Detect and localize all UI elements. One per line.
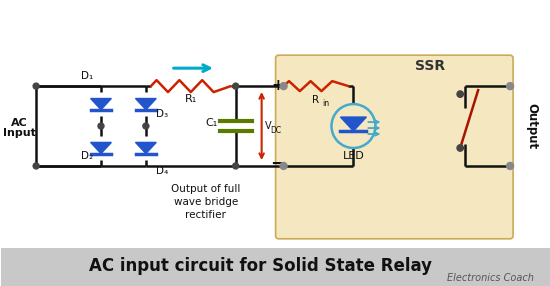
Text: in: in: [322, 99, 329, 108]
Polygon shape: [135, 142, 156, 154]
Text: wave bridge: wave bridge: [174, 197, 238, 207]
Polygon shape: [91, 142, 111, 154]
Circle shape: [98, 123, 104, 129]
Text: D₃: D₃: [156, 109, 168, 119]
Circle shape: [457, 145, 464, 151]
Text: LED: LED: [343, 151, 364, 161]
Circle shape: [33, 83, 39, 89]
Polygon shape: [340, 117, 366, 131]
Circle shape: [280, 162, 287, 169]
Polygon shape: [91, 98, 111, 110]
Circle shape: [280, 83, 287, 90]
Circle shape: [33, 163, 39, 169]
Circle shape: [233, 163, 239, 169]
Circle shape: [507, 162, 514, 169]
Polygon shape: [135, 98, 156, 110]
Text: V: V: [265, 121, 271, 131]
Text: D₁: D₁: [81, 71, 93, 81]
Circle shape: [507, 83, 514, 90]
Text: D₂: D₂: [81, 151, 93, 161]
Text: Electronics Coach: Electronics Coach: [447, 273, 534, 283]
Text: −: −: [270, 155, 285, 173]
Circle shape: [143, 123, 149, 129]
Text: Output: Output: [526, 103, 538, 149]
Circle shape: [233, 83, 239, 89]
Text: AC input circuit for Solid State Relay: AC input circuit for Solid State Relay: [89, 257, 432, 275]
Text: +: +: [271, 78, 284, 93]
Text: DC: DC: [271, 126, 282, 134]
Text: R₁: R₁: [185, 94, 197, 104]
Text: C₁: C₁: [206, 118, 218, 128]
Text: Input: Input: [3, 128, 36, 138]
Text: R: R: [312, 95, 320, 105]
Bar: [1, 248, 550, 286]
Text: SSR: SSR: [415, 59, 446, 73]
Circle shape: [457, 91, 464, 97]
Text: D₄: D₄: [156, 166, 168, 176]
FancyBboxPatch shape: [276, 55, 513, 239]
Text: Output of full: Output of full: [171, 184, 240, 194]
Text: rectifier: rectifier: [185, 210, 226, 220]
Text: AC: AC: [11, 118, 28, 128]
